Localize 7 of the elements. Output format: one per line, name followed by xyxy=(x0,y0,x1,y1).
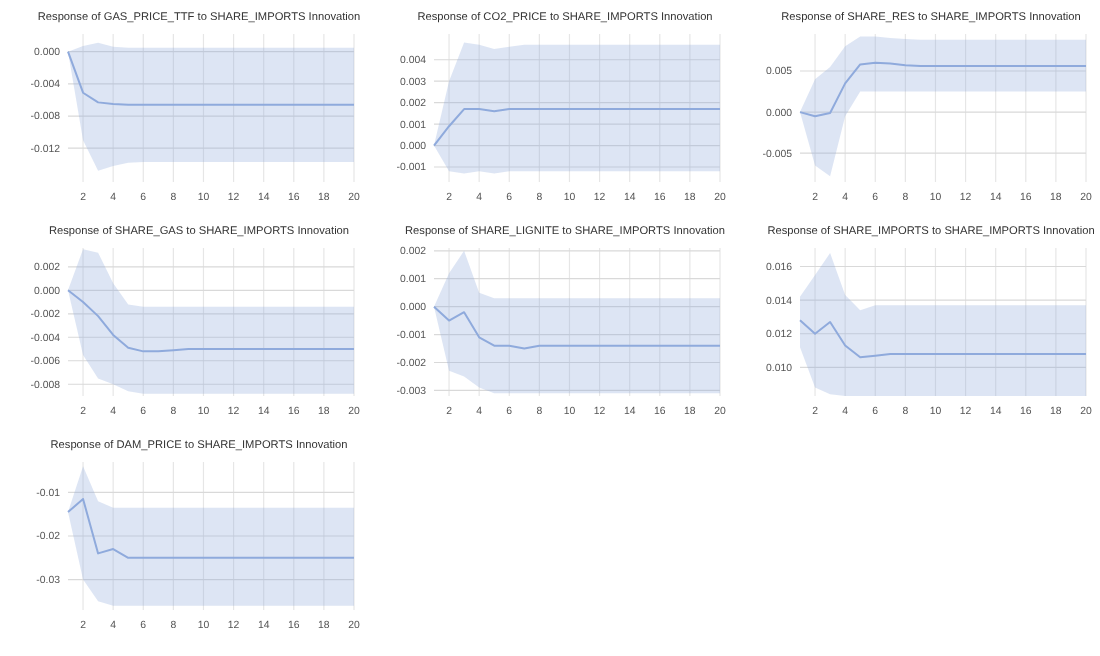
line-series xyxy=(67,50,355,106)
line-series xyxy=(67,498,355,559)
line-series xyxy=(433,305,721,350)
line-series xyxy=(799,319,1087,359)
line-series xyxy=(799,61,1087,118)
line-series xyxy=(433,108,721,147)
line-series xyxy=(67,289,355,353)
